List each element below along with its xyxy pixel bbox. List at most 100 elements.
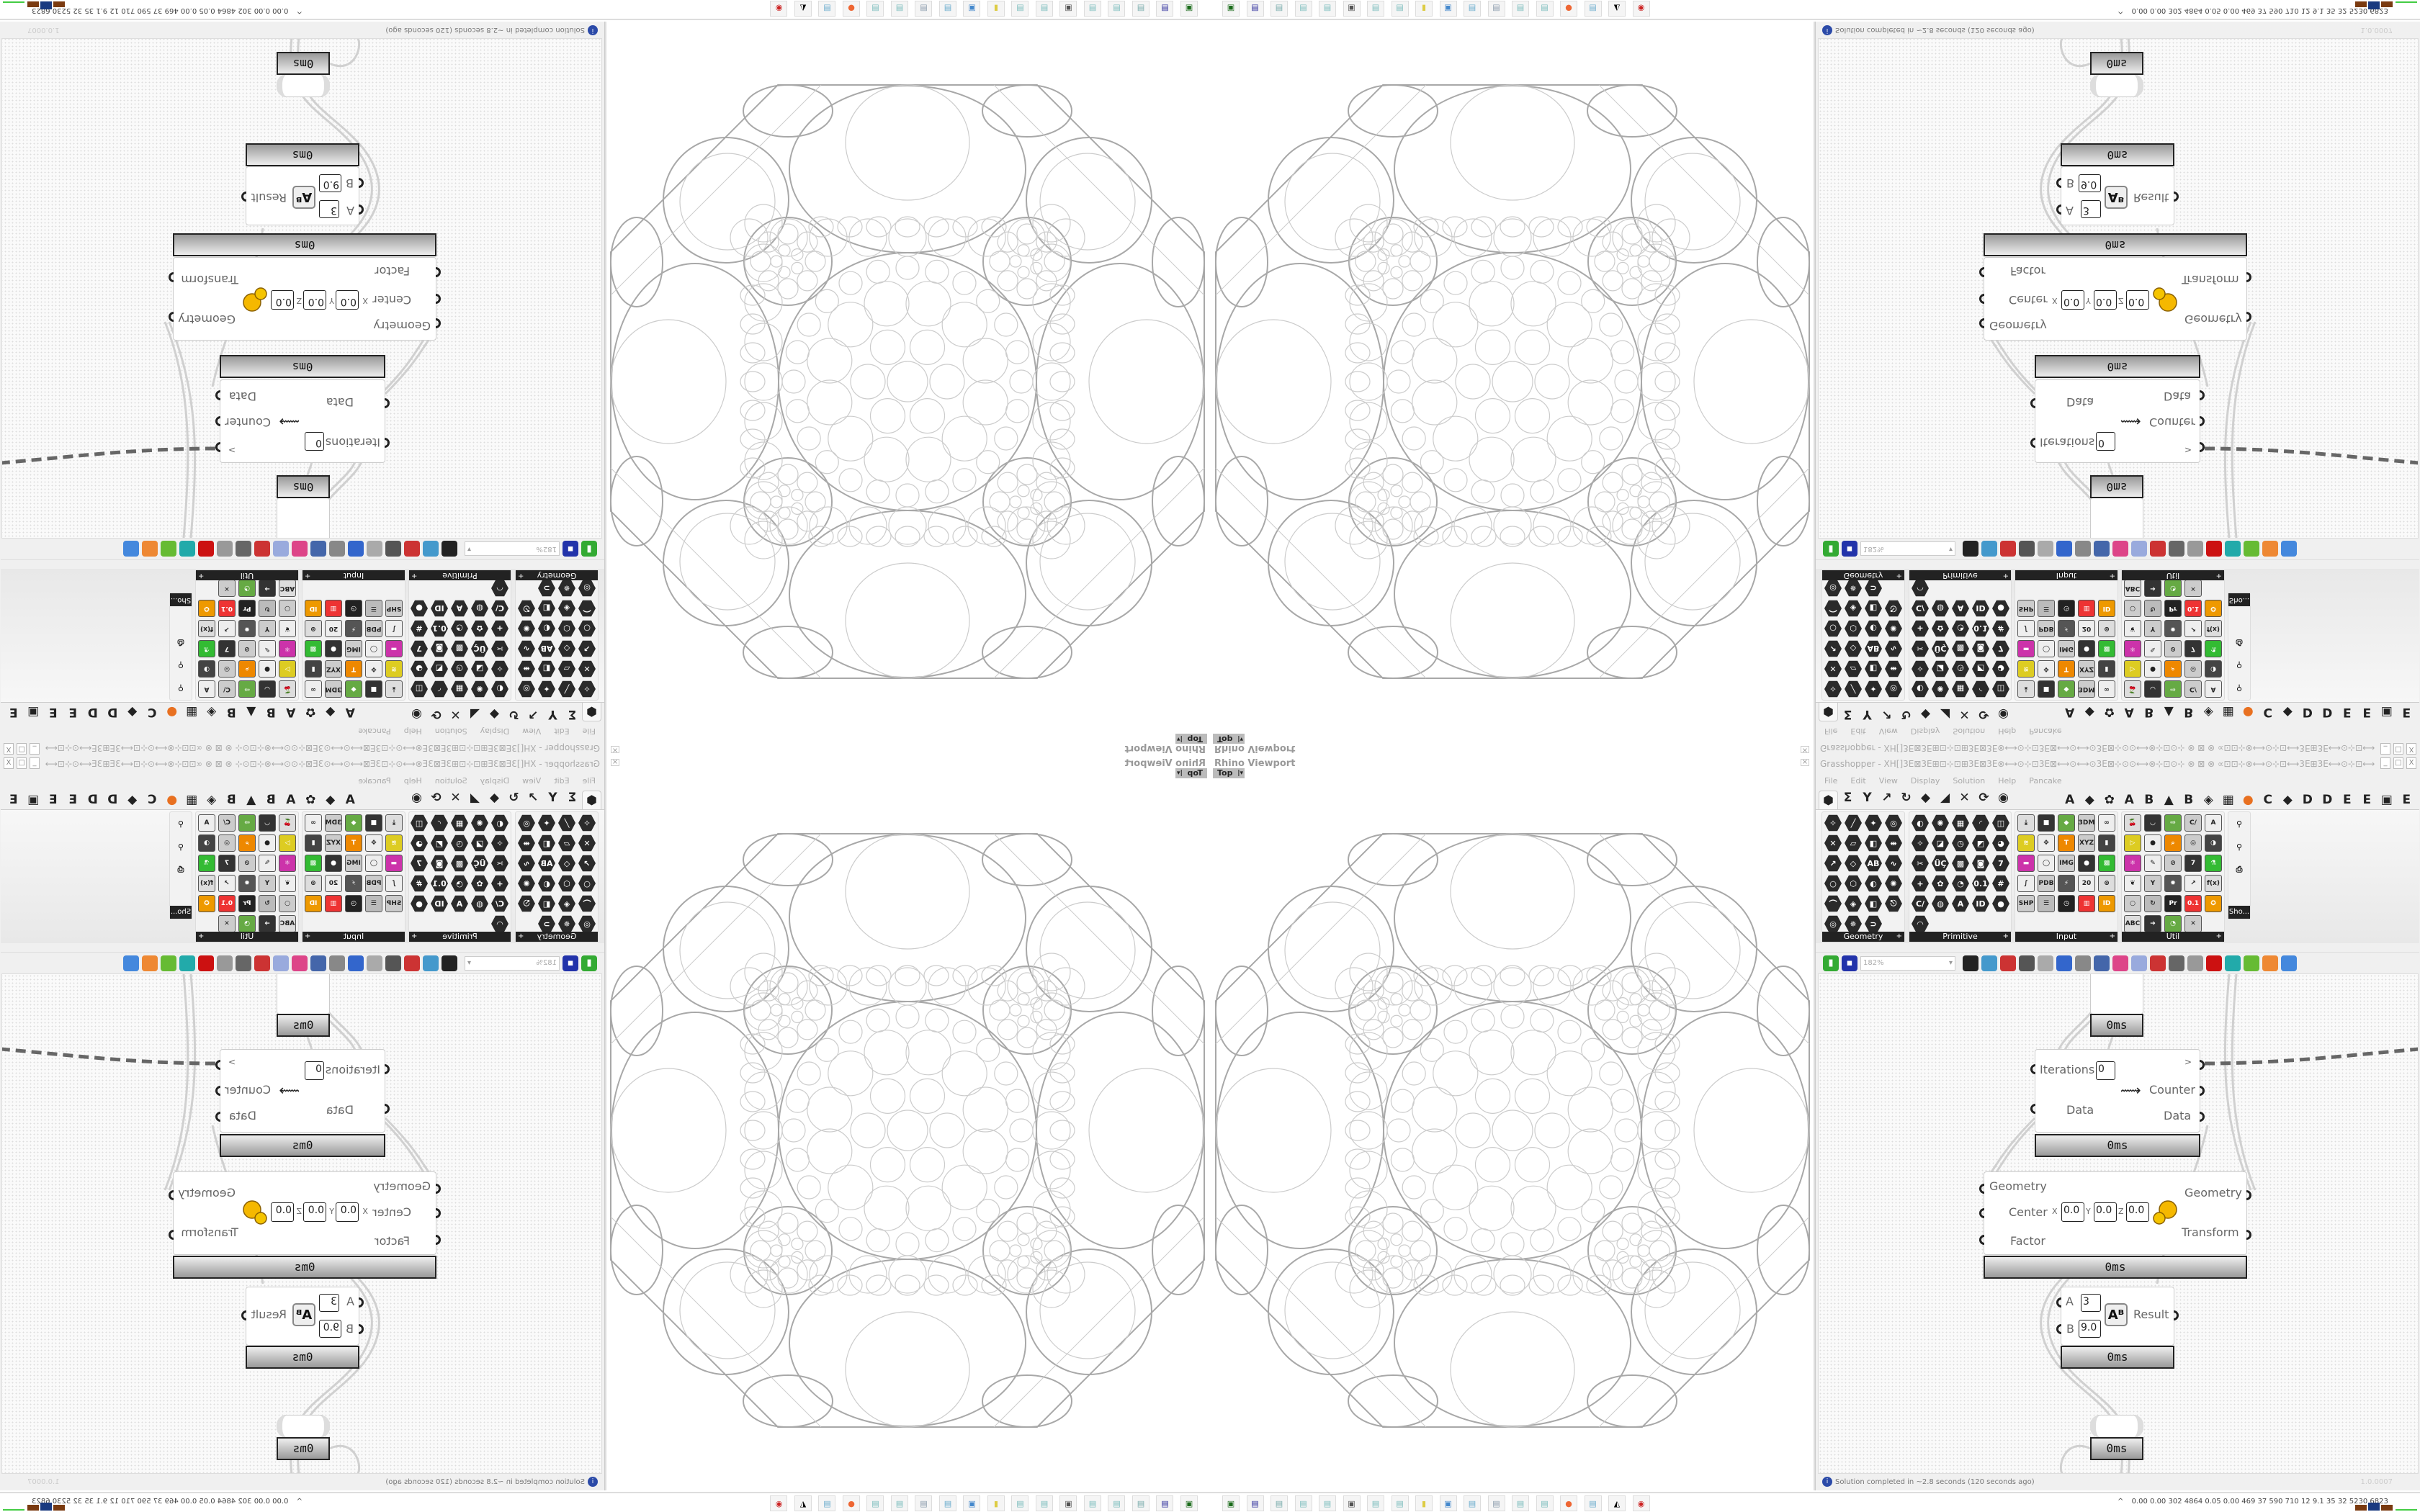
component-icon[interactable]: 7: [218, 855, 236, 872]
red-app-icon[interactable]: ◉: [770, 1495, 788, 1511]
component-icon[interactable]: ID: [305, 600, 322, 617]
component-icon[interactable]: ✕: [218, 580, 236, 597]
component-icon[interactable]: ⚛: [279, 855, 296, 872]
show-panel-label[interactable]: Sho...: [2228, 906, 2250, 919]
input-grip[interactable]: [2030, 1104, 2035, 1114]
component-icon[interactable]: ○: [279, 895, 296, 912]
component-icon[interactable]: ◔: [238, 915, 256, 932]
component-icon[interactable]: T: [345, 660, 362, 678]
component-icon[interactable]: XYZ: [325, 660, 342, 678]
component-icon[interactable]: C/: [218, 814, 236, 832]
component-icon[interactable]: ◧: [538, 600, 555, 617]
tray-expand-icon[interactable]: ^: [296, 1498, 302, 1506]
bake-icon[interactable]: [385, 541, 401, 557]
menu-pancake[interactable]: Pancake: [2029, 776, 2062, 786]
component-icon[interactable]: 7: [2184, 640, 2202, 657]
wireframe-icon[interactable]: [2187, 541, 2203, 557]
b-value[interactable]: 9.0: [319, 1320, 341, 1338]
email-icon[interactable]: [367, 541, 382, 557]
component-icon[interactable]: AB: [1865, 640, 1882, 657]
minimize-button[interactable]: _: [30, 743, 40, 755]
notepad-icon[interactable]: ▤: [818, 1495, 836, 1511]
component-icon[interactable]: ⌕: [2164, 660, 2182, 678]
tab-icon[interactable]: ↻: [1901, 707, 1912, 721]
rhino-viewport[interactable]: Rhino Viewport Top |▾ ×: [605, 22, 1210, 756]
component-icon[interactable]: ∫: [2017, 620, 2035, 637]
component-icon[interactable]: ID: [1972, 600, 1989, 617]
component-icon[interactable]: 7: [2184, 855, 2202, 872]
notepad-icon[interactable]: ▤: [1011, 1, 1029, 17]
tab-letter-icon[interactable]: E: [2402, 793, 2411, 807]
input-grip[interactable]: [1979, 1208, 1984, 1218]
expand-panel-icon[interactable]: +: [305, 932, 311, 940]
component-icon[interactable]: ●: [411, 600, 428, 617]
component-icon[interactable]: ◈: [558, 600, 575, 617]
shade-icon[interactable]: [2169, 955, 2184, 971]
component-icon[interactable]: ✎: [2144, 640, 2161, 657]
component-icon[interactable]: +: [1912, 620, 1929, 637]
red-app-icon[interactable]: ◉: [770, 1, 788, 17]
output-grip[interactable]: [215, 1086, 220, 1096]
tab-icon[interactable]: Σ: [568, 707, 577, 721]
component-icon[interactable]: A: [2205, 680, 2222, 698]
component-icon[interactable]: ⌒: [1824, 600, 1842, 617]
inkscape-icon[interactable]: ◭: [1608, 1495, 1626, 1511]
iterations-value[interactable]: 0: [2096, 1061, 2115, 1080]
view-selector[interactable]: Top |▾: [1213, 768, 1245, 778]
component-icon[interactable]: ✧: [578, 814, 596, 832]
folder-icon[interactable]: ▮: [1415, 1495, 1433, 1511]
loop-component[interactable]: Iterations 0 Data > ⟿ Counter Data: [2030, 379, 2205, 463]
panel-label[interactable]: Util +: [196, 932, 298, 942]
component-icon[interactable]: ◎: [1824, 915, 1842, 932]
component-icon[interactable]: IMG: [345, 855, 362, 872]
tab-letter-icon[interactable]: ▣: [2380, 793, 2393, 807]
component-icon[interactable]: XYZ: [2078, 834, 2095, 852]
component-icon[interactable]: ⤓: [385, 680, 403, 698]
component-icon[interactable]: ◯: [2038, 640, 2055, 657]
center-x-value[interactable]: 0.0: [336, 1202, 359, 1222]
component-icon[interactable]: ◧: [538, 834, 555, 852]
component-icon[interactable]: ✕: [578, 834, 596, 852]
tab-letter-icon[interactable]: ▦: [2222, 793, 2234, 807]
center-z-value[interactable]: 0.0: [2126, 290, 2149, 310]
tab-letter-icon[interactable]: E: [9, 705, 18, 719]
component-icon[interactable]: ▥: [2078, 600, 2095, 617]
component-icon[interactable]: ◆: [2058, 680, 2075, 698]
preview-eye-icon[interactable]: [423, 541, 439, 557]
notepad-icon[interactable]: ▤: [891, 1, 908, 17]
component-icon[interactable]: ◯: [365, 640, 382, 657]
component-icon[interactable]: ◎: [578, 915, 596, 932]
component-icon[interactable]: C/: [2184, 680, 2202, 698]
tab-icon[interactable]: ⬢: [1819, 703, 1838, 721]
component-icon[interactable]: ⎋: [1885, 895, 1902, 912]
component-icon[interactable]: 20: [325, 875, 342, 892]
tab-icon[interactable]: ↻: [508, 707, 519, 721]
component-icon[interactable]: ◐: [1865, 620, 1882, 637]
close-button[interactable]: X: [4, 757, 14, 769]
center-x-value[interactable]: 0.0: [2061, 1202, 2084, 1222]
gha-icon[interactable]: [348, 541, 364, 557]
output-grip[interactable]: [169, 1230, 174, 1240]
component-icon[interactable]: ▷: [2124, 660, 2141, 678]
component-icon[interactable]: ⌒: [1824, 895, 1842, 912]
panel-label[interactable]: Util +: [196, 570, 298, 580]
sphere-half-icon[interactable]: [142, 541, 158, 557]
component-bottom[interactable]: [2090, 1415, 2143, 1438]
component-icon[interactable]: ☰: [2038, 600, 2055, 617]
component-icon[interactable]: T: [2058, 834, 2075, 852]
component-icon[interactable]: ⊚: [2098, 620, 2115, 637]
tab-icon[interactable]: ✕: [1959, 791, 1970, 805]
menu-help[interactable]: Help: [403, 726, 422, 736]
tab-letter-icon[interactable]: ▣: [27, 705, 40, 719]
input-grip[interactable]: [1979, 1235, 1984, 1245]
component-icon[interactable]: ⚗: [198, 640, 215, 657]
component-icon[interactable]: ▬: [2017, 640, 2035, 657]
terminal-icon[interactable]: ▣: [1180, 1495, 1198, 1511]
component-icon[interactable]: ▮: [305, 660, 322, 678]
component-icon[interactable]: ▮: [2098, 660, 2115, 678]
component-icon[interactable]: ⇹: [518, 660, 535, 678]
notepad-icon[interactable]: ▤: [1391, 1495, 1409, 1511]
output-grip[interactable]: [2246, 1230, 2251, 1240]
component-icon[interactable]: ◫: [1992, 680, 2009, 698]
component-icon[interactable]: ▩: [2098, 640, 2115, 657]
